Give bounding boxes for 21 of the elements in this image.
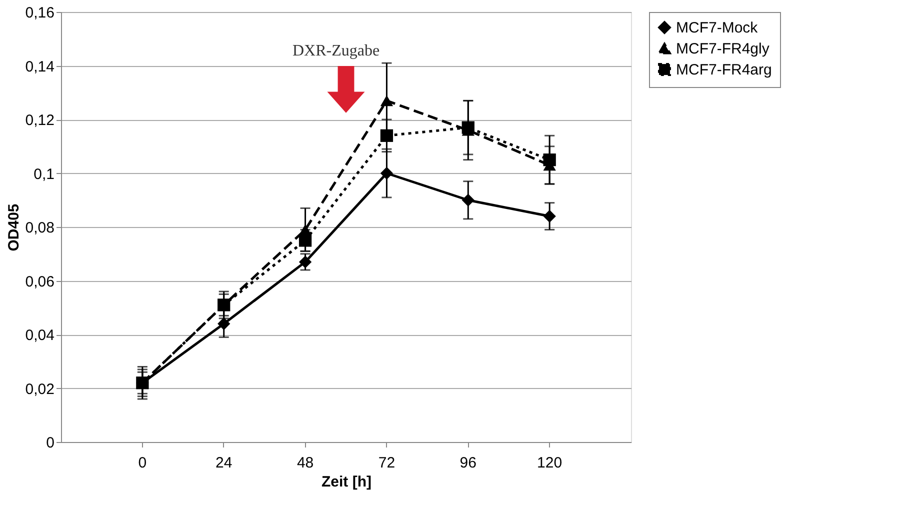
x-tick-label: 120	[537, 454, 562, 472]
x-tick-label: 72	[378, 454, 396, 472]
y-tick-label: 0,04	[25, 327, 54, 344]
x-tick-label: 0	[138, 454, 147, 472]
y-tick-label: 0	[46, 434, 54, 452]
legend-label: MCF7-FR4arg	[676, 62, 772, 78]
annotation: DXR-Zugabe	[292, 42, 380, 60]
x-tick-label: 24	[216, 454, 232, 472]
legend-label: MCF7-Mock	[676, 20, 758, 36]
x-tick-label: 96	[460, 454, 476, 472]
y-tick-label: 0,02	[25, 380, 54, 398]
x-axis-title: Zeit [h]	[322, 474, 372, 490]
y-tick-label: 0,08	[25, 220, 54, 236]
y-tick-label: 0,14	[25, 58, 54, 76]
y-tick-label: 0,12	[25, 112, 54, 129]
x-tick-label: 48	[296, 454, 314, 472]
y-axis-title: OD405	[5, 204, 22, 252]
y-tick-label: 0,06	[25, 273, 54, 290]
y-tick-label: 0,1	[34, 166, 54, 183]
y-tick-label: 0,16	[25, 4, 54, 22]
legend-label: MCF7-FR4gly	[676, 40, 770, 58]
